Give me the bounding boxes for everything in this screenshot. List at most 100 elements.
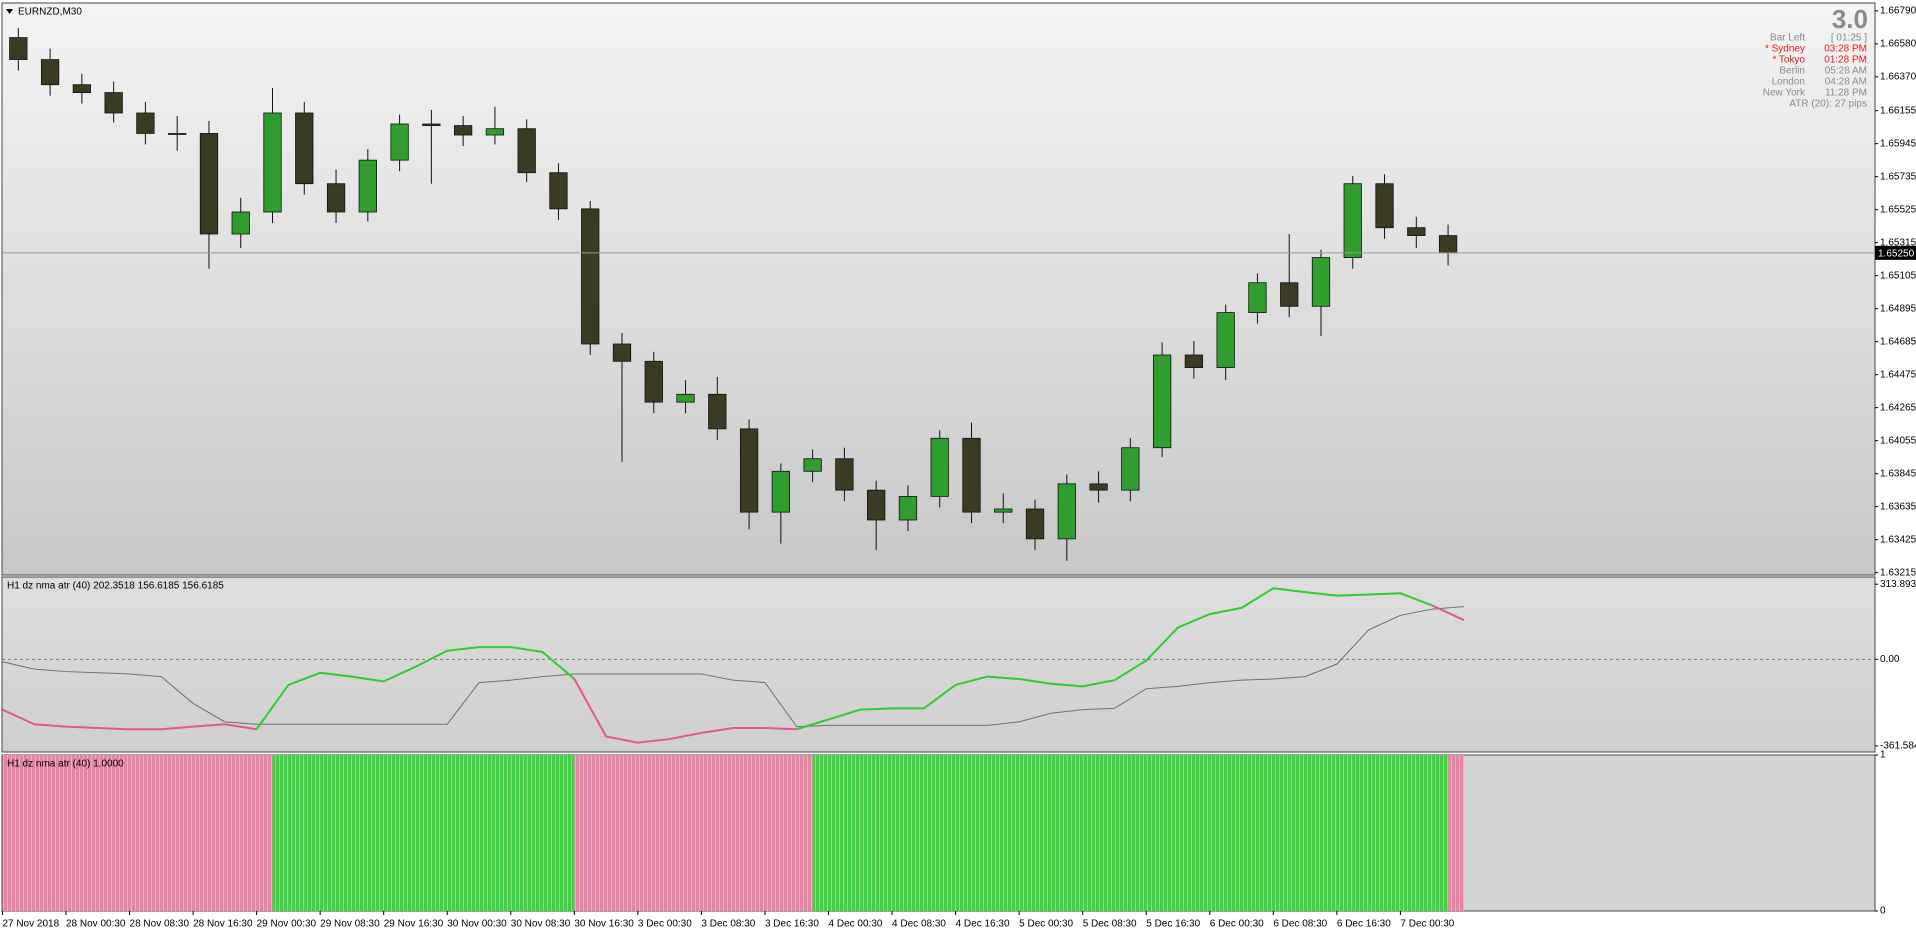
panel-title: H1 dz nma atr (40) 1.0000 bbox=[7, 759, 124, 770]
x-tick-label: 29 Nov 00:30 bbox=[257, 919, 317, 930]
histogram-bar bbox=[431, 755, 448, 911]
y-tick-label: 1.65945 bbox=[1880, 138, 1916, 149]
histogram-bar bbox=[494, 755, 511, 911]
histogram-bar bbox=[621, 755, 638, 911]
atr-info: ATR (20): 27 pips bbox=[1789, 99, 1867, 110]
x-tick-label: 6 Dec 00:30 bbox=[1210, 919, 1264, 930]
info-value: 04:28 AM bbox=[1825, 77, 1867, 88]
histogram-bar bbox=[907, 755, 924, 911]
histogram-bar bbox=[844, 755, 861, 911]
histogram-bar bbox=[1178, 755, 1194, 911]
x-tick-label: 30 Nov 08:30 bbox=[511, 919, 571, 930]
histogram-bar bbox=[1193, 755, 1210, 911]
histogram-bar bbox=[1130, 755, 1147, 911]
candle-body bbox=[549, 172, 568, 210]
histogram-bar bbox=[1257, 755, 1274, 911]
histogram-bar bbox=[939, 755, 956, 911]
histogram-bar bbox=[1241, 755, 1258, 911]
candle-body bbox=[676, 393, 695, 403]
histogram-bar bbox=[701, 755, 718, 911]
histogram-bar bbox=[1336, 755, 1353, 911]
histogram-bar bbox=[34, 755, 51, 911]
candle-body bbox=[835, 458, 854, 491]
histogram-bar bbox=[399, 755, 416, 911]
y-tick-label: 1.63215 bbox=[1880, 567, 1916, 578]
histogram-bar bbox=[367, 755, 384, 911]
candle-body bbox=[136, 112, 155, 134]
histogram-bar bbox=[2, 755, 19, 911]
y-tick-label: -361.5845 bbox=[1880, 741, 1916, 752]
candle-body bbox=[1025, 508, 1045, 540]
histogram-bar bbox=[606, 755, 622, 911]
candle-body bbox=[454, 125, 473, 136]
candle-body bbox=[199, 133, 219, 235]
histogram-bar bbox=[876, 755, 893, 911]
histogram-bar bbox=[1448, 755, 1464, 911]
panel-title: H1 dz nma atr (40) 202.3518 156.6185 156… bbox=[7, 581, 224, 592]
histogram-bar bbox=[1082, 755, 1099, 911]
candle-body bbox=[612, 343, 632, 362]
histogram-bar bbox=[447, 755, 464, 911]
histogram-bar bbox=[574, 755, 591, 911]
candle-body bbox=[485, 128, 505, 136]
x-tick-label: 3 Dec 16:30 bbox=[765, 919, 819, 930]
histogram-bar bbox=[288, 755, 305, 911]
candle-body bbox=[326, 183, 346, 213]
y-tick-label: 1.63845 bbox=[1880, 468, 1916, 479]
candle-body bbox=[1280, 282, 1299, 307]
x-tick-label: 3 Dec 08:30 bbox=[701, 919, 755, 930]
symbol-menu-arrow[interactable] bbox=[6, 9, 13, 14]
histogram-bar bbox=[1368, 755, 1385, 911]
y-tick-label: 1.64895 bbox=[1880, 303, 1916, 314]
candle-body bbox=[1057, 483, 1076, 540]
histogram-bar bbox=[50, 755, 66, 911]
histogram-bar bbox=[320, 755, 337, 911]
y-tick-label: 1.63425 bbox=[1880, 534, 1916, 545]
histogram-bar bbox=[1035, 755, 1051, 911]
y-tick-label: 0 bbox=[1880, 906, 1886, 917]
histogram-bar bbox=[1098, 755, 1115, 911]
y-tick-label: 0.00 bbox=[1880, 654, 1900, 665]
candle-body bbox=[390, 123, 409, 161]
info-label: Bar Left bbox=[1770, 33, 1805, 44]
info-label: New York bbox=[1763, 88, 1806, 99]
candle-body bbox=[930, 437, 949, 497]
histogram-bar bbox=[1019, 755, 1036, 911]
candle-body bbox=[803, 458, 822, 472]
candle-body bbox=[1343, 183, 1362, 258]
candle-body bbox=[644, 360, 663, 403]
histogram-bar bbox=[224, 755, 241, 911]
x-tick-label: 4 Dec 00:30 bbox=[829, 919, 883, 930]
candle-body bbox=[40, 59, 60, 86]
candle-body bbox=[72, 84, 92, 93]
histogram-bar bbox=[208, 755, 225, 911]
y-tick-label: 1.65315 bbox=[1880, 237, 1916, 248]
histogram-bar bbox=[971, 755, 988, 911]
last-price-label: 1.65250 bbox=[1878, 248, 1915, 259]
candle-body bbox=[1121, 447, 1140, 491]
candle-body bbox=[898, 496, 918, 521]
histogram-bar bbox=[828, 755, 845, 911]
y-tick-label: 1 bbox=[1880, 750, 1886, 761]
histogram-bar bbox=[1225, 755, 1242, 911]
y-tick-label: 1.65525 bbox=[1880, 204, 1916, 215]
histogram-bar bbox=[113, 755, 130, 911]
candle-body bbox=[1089, 483, 1108, 491]
histogram-bar bbox=[1114, 755, 1131, 911]
x-tick-label: 7 Dec 00:30 bbox=[1400, 919, 1454, 930]
candle-body bbox=[9, 37, 28, 60]
histogram-bar bbox=[1320, 755, 1337, 911]
histogram-bar bbox=[1162, 755, 1179, 911]
y-tick-label: 1.66580 bbox=[1880, 38, 1916, 49]
histogram-bar bbox=[653, 755, 670, 911]
histogram-bar bbox=[415, 755, 432, 911]
histogram-bar bbox=[1003, 755, 1020, 911]
candle-body bbox=[1311, 257, 1331, 307]
histogram-bar bbox=[669, 755, 686, 911]
y-tick-label: 313.8935 bbox=[1880, 579, 1916, 590]
x-tick-label: 5 Dec 16:30 bbox=[1146, 919, 1200, 930]
histogram-bar bbox=[764, 755, 781, 911]
histogram-bar bbox=[1305, 755, 1321, 911]
histogram-bar bbox=[272, 755, 289, 911]
